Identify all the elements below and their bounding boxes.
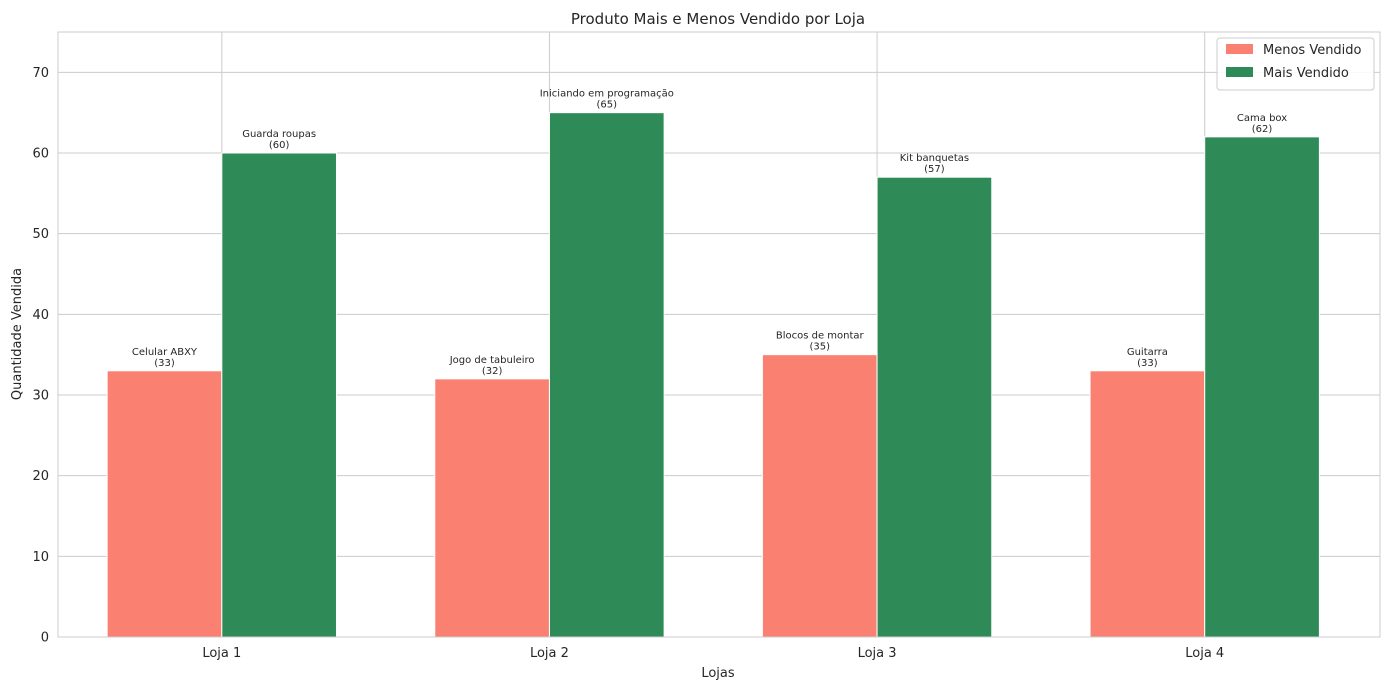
x-tick-label: Loja 4 [1185, 646, 1224, 661]
legend-swatch-menos-vendido [1226, 44, 1253, 54]
bar-menos-vendido [761, 354, 878, 638]
x-tick-label: Loja 3 [858, 646, 897, 661]
y-tick-label: 70 [32, 66, 49, 81]
bar-value-label: (60) [269, 140, 290, 151]
plot-frame [57, 31, 1381, 638]
legend-label-mais-vendido: Mais Vendido [1263, 66, 1349, 81]
bars [106, 112, 1320, 638]
bar-product-label: Celular ABXY [132, 347, 198, 358]
legend: Menos Vendido Mais Vendido [1216, 37, 1375, 91]
bar-menos-vendido [106, 370, 223, 638]
y-tick-label: 30 [32, 389, 49, 404]
bar-mais-vendido [1204, 136, 1320, 638]
legend-box [1216, 37, 1375, 91]
bar-value-label: (32) [482, 366, 503, 377]
chart-title: Produto Mais e Menos Vendido por Loja [571, 10, 865, 28]
y-tick-label: 40 [32, 308, 49, 323]
y-tick-label: 60 [32, 147, 49, 162]
y-tick-label: 20 [32, 469, 49, 484]
tick-labels: 0 10 20 30 40 50 60 70 Loja 1 Loja 2 Loja 3 Loja 4 [32, 66, 1224, 661]
x-tick-label: Loja 2 [530, 646, 569, 661]
y-tick-label: 0 [41, 631, 49, 646]
plot-border [57, 31, 1381, 638]
y-axis-label: Quantidade Vendida [10, 268, 25, 400]
bar-value-label: (35) [809, 342, 830, 353]
legend-swatch-mais-vendido [1226, 67, 1253, 77]
x-axis-label: Lojas [701, 666, 735, 681]
bar-product-label: Kit banquetas [900, 153, 969, 164]
bar-menos-vendido [1089, 370, 1206, 638]
bar-value-label: (57) [924, 164, 945, 175]
bar-product-label: Iniciando em programação [540, 89, 674, 100]
bar-labels: Celular ABXY(33) Jogo de tabuleiro(32)Blo… [132, 89, 1287, 377]
bar-value-label: (62) [1252, 124, 1273, 135]
bar-value-label: (65) [597, 100, 618, 111]
bar-product-label: Guitarra [1127, 347, 1168, 358]
bar-mais-vendido [548, 112, 665, 638]
bar-product-label: Guarda roupas [242, 129, 316, 140]
x-tick-label: Loja 1 [202, 646, 241, 661]
bar-menos-vendido [434, 378, 550, 638]
bar-mais-vendido [221, 152, 337, 638]
bar-product-label: Jogo de tabuleiro [449, 355, 535, 366]
bar-product-label: Blocos de montar [776, 331, 865, 342]
bar-value-label: (33) [154, 358, 175, 369]
legend-label-menos-vendido: Menos Vendido [1263, 43, 1362, 58]
bar-value-label: (33) [1137, 358, 1158, 369]
bar-product-label: Cama box [1237, 113, 1287, 124]
y-tick-label: 50 [32, 227, 49, 242]
bar-mais-vendido [876, 176, 993, 638]
y-tick-label: 10 [32, 550, 49, 565]
